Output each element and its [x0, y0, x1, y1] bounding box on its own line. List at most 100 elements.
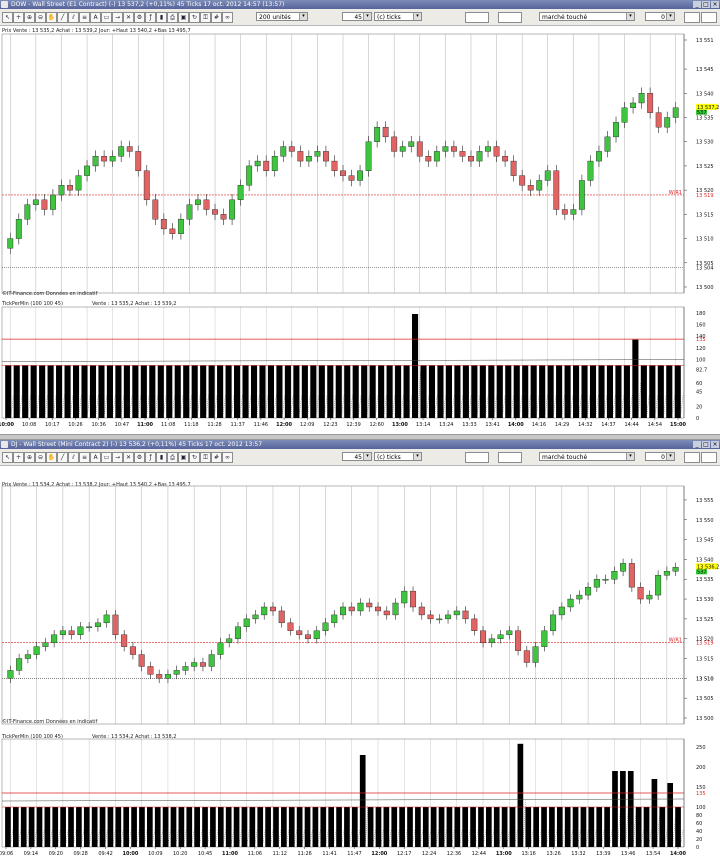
- candle-down: [493, 146, 500, 157]
- tick-bar: [5, 807, 11, 847]
- maximize-icon[interactable]: □: [702, 441, 710, 448]
- channel-icon[interactable]: ⫽: [68, 452, 79, 463]
- crosshair-icon[interactable]: +: [13, 12, 24, 23]
- ticks-value-input[interactable]: 45 ▾: [342, 12, 372, 21]
- candle-down: [263, 160, 270, 171]
- cursor-icon[interactable]: ↖: [2, 12, 13, 23]
- save-icon[interactable]: ▣: [178, 452, 189, 463]
- candle-down: [304, 634, 311, 639]
- time-axis-label: 10:00: [122, 851, 138, 856]
- ticks-value-input[interactable]: 45 ▾: [342, 452, 372, 461]
- sell-icon[interactable]: [701, 12, 717, 23]
- candle-down: [143, 170, 150, 201]
- tick-trace: [206, 394, 209, 415]
- chart-type-icon[interactable]: ▮: [156, 12, 167, 23]
- print-icon[interactable]: ⎙: [167, 12, 178, 23]
- time-axis-label: 12:17: [397, 851, 411, 856]
- arrow-tool-icon[interactable]: →: [112, 12, 123, 23]
- delete-drawing-icon[interactable]: ✕: [123, 452, 134, 463]
- indicator-icon[interactable]: ƒ: [145, 12, 156, 23]
- ticks-unit-select[interactable]: (c) ticks ▾: [374, 12, 422, 21]
- tick-trace: [19, 394, 23, 415]
- print-icon[interactable]: ⎙: [167, 452, 178, 463]
- trendline-icon[interactable]: ╱: [57, 452, 68, 463]
- buy-icon[interactable]: [684, 452, 700, 463]
- quantity-input[interactable]: 0 ▾: [645, 12, 675, 21]
- price-chart[interactable]: 13 551 13 545 13 540 13 535 13 530 13 525 13 5…: [0, 25, 720, 295]
- crosshair-icon[interactable]: +: [13, 452, 24, 463]
- tick-bar: [344, 365, 351, 418]
- chart-type-icon[interactable]: ▮: [156, 452, 167, 463]
- save-icon[interactable]: ▣: [178, 12, 189, 23]
- candle-up: [243, 618, 250, 628]
- app-icon: [1, 441, 8, 448]
- arrow-tool-icon[interactable]: →: [112, 452, 123, 463]
- grid-icon[interactable]: #: [211, 12, 222, 23]
- settings-icon[interactable]: ⚙: [134, 452, 145, 463]
- rectangle-icon[interactable]: ▭: [101, 12, 112, 23]
- cursor-icon[interactable]: ↖: [2, 452, 13, 463]
- text-tool-icon[interactable]: A: [90, 452, 101, 463]
- text-tool-icon[interactable]: A: [90, 12, 101, 23]
- candle-up: [226, 638, 233, 643]
- zoom-out-icon[interactable]: ⊖: [35, 12, 46, 23]
- refresh-icon[interactable]: ↻: [189, 12, 200, 23]
- buy-icon[interactable]: [684, 12, 700, 23]
- zoom-in-icon[interactable]: ⊕: [24, 12, 35, 23]
- channel-icon[interactable]: ⫽: [68, 12, 79, 23]
- candle-up: [339, 606, 347, 616]
- zoom-in-icon[interactable]: ⊕: [24, 452, 35, 463]
- settings-icon[interactable]: ⚙: [134, 12, 145, 23]
- fibonacci-icon[interactable]: ≡: [79, 452, 90, 463]
- refresh-icon[interactable]: ↻: [189, 452, 200, 463]
- tick-bar: [200, 365, 207, 418]
- time-axis-label: 12:36: [447, 851, 461, 856]
- close-icon[interactable]: ×: [711, 1, 719, 8]
- mini-chart-icon[interactable]: [465, 452, 489, 463]
- indicator-icon[interactable]: ƒ: [145, 452, 156, 463]
- price-chart[interactable]: 13 555 13 550 13 545 13 540 13 535 13 530 13 5…: [0, 465, 720, 725]
- mini-chart-icon[interactable]: [498, 12, 522, 23]
- quantity-input[interactable]: 0 ▾: [645, 452, 675, 461]
- tick-trace: [214, 394, 218, 415]
- tick-bar: [336, 807, 342, 847]
- tick-bar: [241, 807, 248, 847]
- tick-bar: [335, 365, 342, 418]
- delete-drawing-icon[interactable]: ✕: [123, 12, 134, 23]
- maximize-icon[interactable]: □: [702, 1, 710, 8]
- minimize-icon[interactable]: _: [693, 1, 701, 8]
- pan-icon[interactable]: ✋: [46, 452, 57, 463]
- trendline-icon[interactable]: ╱: [57, 12, 68, 23]
- zoom-out-icon[interactable]: ⊖: [35, 452, 46, 463]
- panel-splitter[interactable]: [0, 434, 720, 440]
- order-type-select[interactable]: marché touché ▾: [539, 452, 635, 461]
- link-icon[interactable]: ∞: [222, 452, 233, 463]
- close-icon[interactable]: ×: [711, 441, 719, 448]
- grid-icon[interactable]: #: [211, 452, 222, 463]
- tick-trace: [561, 394, 565, 415]
- minimize-icon[interactable]: _: [693, 441, 701, 448]
- time-axis-label: 14:37: [601, 422, 615, 427]
- tick-bar: [488, 365, 495, 418]
- lock-icon[interactable]: ⚿: [200, 452, 211, 463]
- mini-chart-icon[interactable]: [498, 452, 522, 463]
- candle-up: [436, 618, 443, 621]
- time-axis-label: 09:28: [73, 851, 87, 856]
- pan-icon[interactable]: ✋: [46, 12, 57, 23]
- lock-icon[interactable]: ⚿: [200, 12, 211, 23]
- mini-chart-icon[interactable]: [465, 12, 489, 23]
- tick-trace: [617, 812, 621, 844]
- units-select[interactable]: 200 unités ▾: [256, 12, 308, 21]
- link-icon[interactable]: ∞: [222, 12, 233, 23]
- order-type-select[interactable]: marché touché ▾: [539, 12, 635, 21]
- rectangle-icon[interactable]: ▭: [101, 452, 112, 463]
- candle-up: [94, 622, 101, 628]
- sell-icon[interactable]: [701, 452, 717, 463]
- tick-bar: [174, 365, 181, 418]
- candle-up: [118, 146, 125, 157]
- candle-down: [288, 146, 295, 152]
- ticks-unit-select[interactable]: (c) ticks ▾: [374, 452, 422, 461]
- fibonacci-icon[interactable]: ≡: [79, 12, 90, 23]
